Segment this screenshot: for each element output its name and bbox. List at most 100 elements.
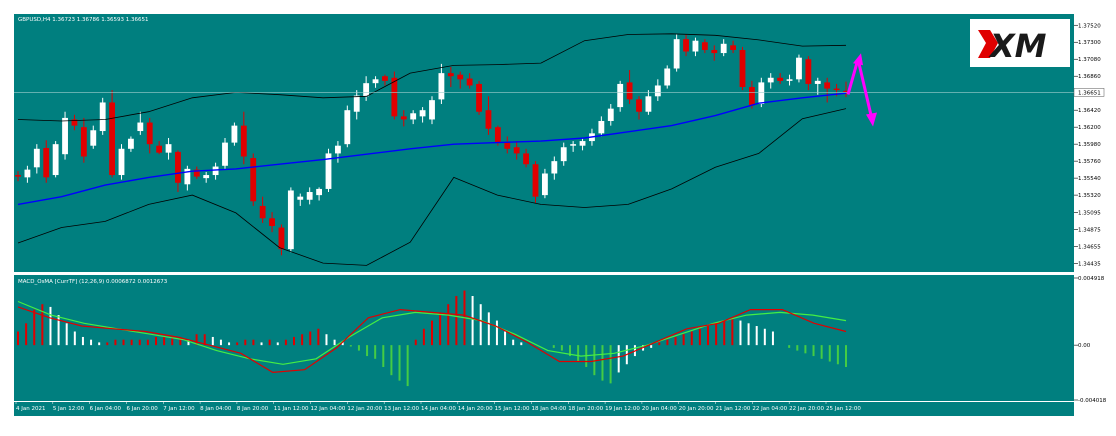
moving-average-line — [17, 92, 847, 206]
price-tick-label: 1.36420 — [1078, 108, 1101, 114]
bear-candle — [748, 87, 755, 106]
bear-candle — [485, 110, 492, 129]
bull-candle — [570, 144, 577, 146]
bull-candle — [24, 169, 31, 178]
time-tick-label: 12 Jan 20:00 — [347, 406, 382, 412]
bear-candle — [513, 147, 520, 154]
bull-candle — [551, 161, 558, 174]
bear-candle — [504, 142, 511, 149]
bull-candle — [419, 110, 426, 117]
bear-candle — [240, 125, 247, 157]
bear-candle — [636, 99, 642, 112]
bear-candle — [711, 49, 718, 54]
time-tick-label: 15 Jan 12:00 — [495, 406, 530, 412]
candles-group — [15, 34, 849, 256]
bear-candle — [156, 145, 163, 153]
x-axis-strip — [14, 402, 1074, 416]
bull-candle — [353, 95, 360, 112]
macd-tick-label: 0.00 — [1078, 343, 1091, 349]
bear-candle — [391, 77, 398, 117]
bull-candle — [673, 39, 680, 69]
bull-candle — [579, 141, 586, 146]
bull-candle — [165, 144, 172, 153]
bull-candle — [796, 57, 802, 80]
bear-candle — [494, 127, 501, 143]
forecast-arrow-down — [856, 58, 874, 120]
bull-candle — [767, 77, 774, 83]
bull-candle — [429, 100, 435, 120]
bear-candle — [532, 164, 539, 197]
bear-candle — [476, 83, 482, 112]
macd-header: MACD_OsMA [CurrTF] (12,26,9) 0.0006872 0… — [18, 279, 168, 285]
bear-candle — [739, 49, 746, 88]
price-tick-label: 1.35540 — [1078, 176, 1101, 182]
bull-candle — [344, 110, 351, 145]
logo-text: XM — [988, 27, 1047, 65]
price-tick-label: 1.37520 — [1078, 23, 1101, 29]
bull-candle — [607, 108, 614, 121]
price-tick-label: 1.37080 — [1078, 57, 1101, 63]
price-tick-label: 1.35320 — [1078, 193, 1101, 199]
bull-candle — [617, 83, 624, 108]
bear-candle — [146, 122, 153, 145]
bear-candle — [457, 74, 464, 80]
bull-candle — [325, 153, 332, 189]
bear-candle — [824, 82, 831, 89]
bull-candle — [231, 125, 238, 143]
time-tick-label: 5 Jan 12:00 — [53, 406, 85, 412]
bear-candle — [278, 227, 285, 250]
bull-candle — [33, 148, 40, 168]
bear-candle — [175, 151, 181, 183]
axes-group: 1.37520 1.37300 1.37080 1.36860 1.36651 1.364… — [15, 23, 1107, 412]
bear-candle — [466, 78, 473, 86]
bear-candle — [400, 116, 407, 120]
bull-candle — [786, 79, 793, 81]
price-tick-label: 1.35980 — [1078, 142, 1101, 148]
bull-candle — [62, 117, 68, 155]
time-tick-label: 6 Jan 04:00 — [90, 406, 122, 412]
forecast-arrowhead-down — [866, 112, 877, 127]
price-tick-label: 1.36200 — [1078, 125, 1101, 131]
time-tick-label: 14 Jan 04:00 — [421, 406, 456, 412]
bear-candle — [250, 158, 257, 202]
time-tick-label: 18 Jan 04:00 — [531, 406, 566, 412]
bear-candle — [80, 127, 87, 157]
forecast-arrowhead-up — [853, 53, 863, 66]
price-tick-label: 1.35095 — [1078, 210, 1101, 216]
bull-candle — [645, 96, 652, 112]
bear-candle — [523, 153, 530, 165]
bear-candle — [382, 76, 388, 81]
bull-candle — [203, 175, 210, 179]
macd-panel[interactable] — [14, 275, 1074, 401]
bull-candle — [372, 79, 379, 84]
bull-candle — [306, 192, 313, 200]
macd-tick-label: -0.004018 — [1078, 398, 1107, 404]
bull-candle — [127, 138, 134, 149]
time-tick-label: 18 Jan 20:00 — [568, 406, 603, 412]
bear-candle — [777, 77, 784, 81]
bull-candle — [654, 85, 661, 97]
bull-candle — [363, 83, 370, 97]
forecast-arrow-up — [846, 58, 860, 95]
current-price-label: 1.36651 — [1078, 90, 1101, 96]
time-tick-label: 7 Jan 12:00 — [163, 406, 195, 412]
chart-header: GBPUSD,H4 1.36723 1.36786 1.36593 1.3665… — [18, 17, 148, 23]
bull-candle — [52, 144, 59, 176]
price-tick-label: 1.37300 — [1078, 40, 1101, 46]
price-tick-label: 1.34875 — [1078, 227, 1101, 233]
bull-candle — [334, 145, 341, 154]
time-tick-label: 25 Jan 12:00 — [826, 406, 861, 412]
bull-candle — [814, 80, 821, 84]
time-tick-label: 20 Jan 04:00 — [642, 406, 677, 412]
bull-candle — [410, 113, 417, 120]
time-tick-label: 8 Jan 20:00 — [237, 406, 269, 412]
main-price-panel[interactable] — [14, 14, 1074, 272]
bollinger-lower-line — [17, 108, 847, 266]
time-tick-label: 8 Jan 04:00 — [200, 406, 232, 412]
bear-candle — [626, 82, 633, 100]
bear-candle — [43, 148, 50, 178]
time-tick-label: 21 Jan 12:00 — [716, 406, 751, 412]
bull-candle — [212, 166, 219, 176]
bull-candle — [720, 43, 727, 54]
